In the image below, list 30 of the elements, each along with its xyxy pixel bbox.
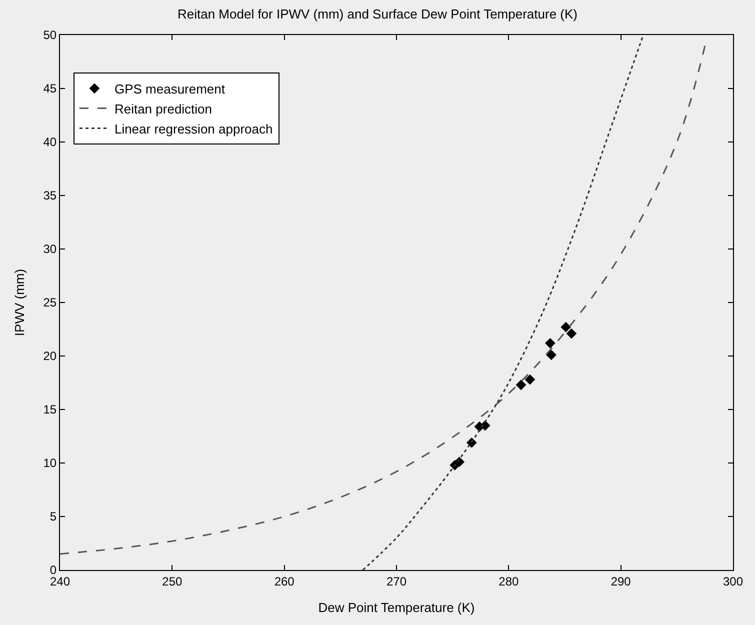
legend-label: GPS measurement: [114, 81, 226, 96]
x-tick-label: 260: [274, 574, 295, 588]
x-tick-label: 290: [610, 574, 632, 588]
y-tick-label: 15: [43, 402, 57, 417]
y-tick-label: 50: [43, 28, 57, 42]
y-axis-title: IPWV (mm): [12, 268, 28, 336]
x-tick-label: 300: [722, 574, 744, 588]
point: [524, 374, 536, 385]
y-tick-label: 30: [43, 242, 57, 256]
y-tick-label: 20: [43, 349, 57, 364]
point: [544, 338, 556, 348]
x-tick-label: 270: [386, 574, 407, 588]
chart-title: Reitan Model for IPWV (mm) and Surface Dew Point Temperature (K): [177, 6, 578, 22]
point: [546, 350, 556, 360]
legend-label: Linear regression approach: [114, 121, 273, 136]
legend-label: Reitan prediction: [114, 101, 212, 116]
point: [516, 380, 526, 390]
point: [566, 328, 577, 339]
x-tick-label: 280: [498, 574, 519, 588]
y-tick-label: 40: [43, 135, 57, 150]
line-series: [362, 35, 644, 570]
x-tick-label: 250: [162, 574, 182, 588]
y-tick-label: 10: [43, 456, 57, 470]
y-tick-label: 25: [43, 296, 57, 310]
y-tick-label: 45: [43, 82, 57, 96]
line-series: [60, 44, 706, 555]
x-axis-title: Dew Point Temperature (K): [318, 600, 475, 615]
y-tick-label: 5: [50, 510, 57, 524]
point: [560, 322, 572, 332]
y-tick-label: 35: [43, 188, 57, 203]
